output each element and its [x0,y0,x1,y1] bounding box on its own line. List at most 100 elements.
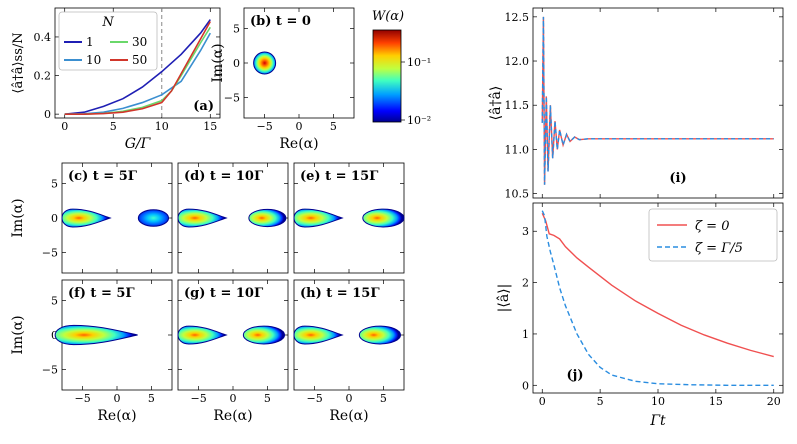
wigner-blob-f-0 [54,324,138,346]
panel-i: 10.5 11.0 11.5 12.0 12.5 (i) ⟨â†â⟩ [488,7,784,201]
plot-frame [54,7,221,119]
y-tick-label: 2 [522,277,529,290]
panel-label: (a) [193,99,214,114]
panel-a: 0 5 10 15 0 0.2 0.4 (a) G/Γ ⟨â†â⟩ss/N N1 10 30 50 [11,7,221,152]
x-tick-label: 0 [296,120,303,133]
y-tick-label: −5 [224,91,240,104]
colorbar: W(α) 10⁻¹ 10⁻² [372,9,431,127]
wigner-blob-g-0 [177,325,228,345]
series-line-N1 [64,19,211,115]
x-tick-label: 15 [203,120,217,133]
panel-j: 0 5 10 15 20 0 1 2 3 (j) Γt |⟨â⟩| ζ = 0 ζ = Γ/5 [496,202,784,429]
y-tick-label: 3 [522,225,529,238]
wigner-blob-b-0 [253,51,277,75]
y-tick-label: 0 [51,329,58,342]
panel-h: −5 0 5 (h) t = 15Γ Re(α) [293,279,405,424]
y-tick-label: 0.2 [34,70,52,83]
series-line-zeta0 [541,212,774,358]
y-tick-label: −5 [42,363,58,376]
y-axis-label-row-c: Im(α) [10,198,26,237]
panel-label: (j) [566,368,583,383]
wigner-blob-h-1 [358,325,402,345]
x-tick-label: −5 [75,392,91,405]
panel-label: (i) [669,171,686,186]
x-axis-label: Γt [649,413,666,429]
panel-d: (d) t = 10Γ [177,162,289,274]
y-tick-label: 10.5 [505,188,530,201]
x-axis-label: Re(α) [97,408,136,424]
panel-e: (e) t = 15Γ [293,162,405,274]
legend-entry: 1 [86,35,94,49]
colorbar-tick-label: 10⁻² [407,114,431,127]
y-tick-label: 1 [522,328,529,341]
panel-label: (e) t = 15Γ [300,169,379,184]
panel-b: −5 0 5 −5 0 5 (b) t = 0 Re(α) Im(α) [210,7,355,152]
y-axis-label-row-f: Im(α) [10,315,26,354]
colorbar-title: W(α) [372,9,404,24]
y-tick-label: 5 [233,23,240,36]
panel-label: (h) t = 15Γ [300,286,380,301]
panel-g: −5 0 5 (g) t = 10Γ Re(α) [177,279,289,424]
y-tick-label: 0 [522,379,529,392]
wigner-blob-c-1 [137,209,170,227]
y-tick-label: 5 [51,295,58,308]
legend-entry: ζ = 0 [695,219,729,234]
x-tick-label: 10 [651,395,665,408]
legend-box [58,11,158,71]
legend-entry: ζ = Γ/5 [695,241,743,256]
wigner-blob-e-1 [362,208,405,228]
panel-label: (b) t = 0 [250,14,311,29]
x-tick-label: −5 [307,392,323,405]
plot-frame [532,7,784,199]
y-tick-label: 0 [233,57,240,70]
y-tick-label: −5 [42,246,58,259]
x-tick-label: 0 [539,395,546,408]
y-tick-label: 11.5 [505,99,530,112]
panel-f: −5 0 5 −5 0 5 (f) t = 5Γ Re(α) [42,279,173,424]
legend: ζ = 0 ζ = Γ/5 [648,208,778,262]
x-tick-label: 5 [597,395,604,408]
x-tick-label: 0 [346,392,353,405]
x-axis-label: G/Γ [125,136,152,152]
legend-box [648,208,778,262]
x-tick-label: −5 [257,120,273,133]
panel-c: −5 0 5 (c) t = 5Γ [42,162,173,274]
x-tick-label: 10 [155,120,169,133]
x-axis-label: Re(α) [213,408,252,424]
x-tick-label: 0 [61,120,68,133]
legend: N1 10 30 50 [58,11,158,71]
x-tick-label: 5 [110,120,117,133]
series-line-N50 [64,21,211,115]
legend-title: N [101,15,114,30]
legend-entry: 50 [132,53,147,67]
panel-label: (d) t = 10Γ [184,169,264,184]
x-axis-label: Re(α) [329,408,368,424]
panel-label: (f) t = 5Γ [68,286,135,301]
y-axis-label: |⟨â⟩| [496,284,512,313]
series-line-zeta-gamma5 [541,210,774,386]
colorbar-gradient [372,29,402,123]
wigner-blob-d-0 [177,208,228,228]
x-tick-label: 0 [230,392,237,405]
y-tick-label: 11.0 [505,143,530,156]
x-tick-label: 0 [114,392,121,405]
x-tick-label: 5 [264,392,271,405]
series-line-dashed [541,16,774,185]
y-tick-label: 12.5 [505,11,530,24]
wigner-blob-c-0 [61,208,112,228]
legend-entry: 10 [86,53,101,67]
panel-label: (g) t = 10Γ [184,286,264,301]
y-tick-label: 0 [44,108,51,121]
panel-label: (c) t = 5Γ [68,169,138,184]
wigner-blob-h-0 [293,325,344,345]
x-tick-label: 15 [709,395,723,408]
wigner-blob-g-1 [242,325,286,345]
x-tick-label: 5 [380,392,387,405]
y-tick-label: 12.0 [505,55,530,68]
y-tick-label: 0.4 [34,31,52,44]
legend-entry: 30 [132,35,147,49]
y-tick-label: 0 [51,212,58,225]
wigner-blob-e-0 [293,208,344,228]
y-axis-label: Im(α) [210,43,226,82]
